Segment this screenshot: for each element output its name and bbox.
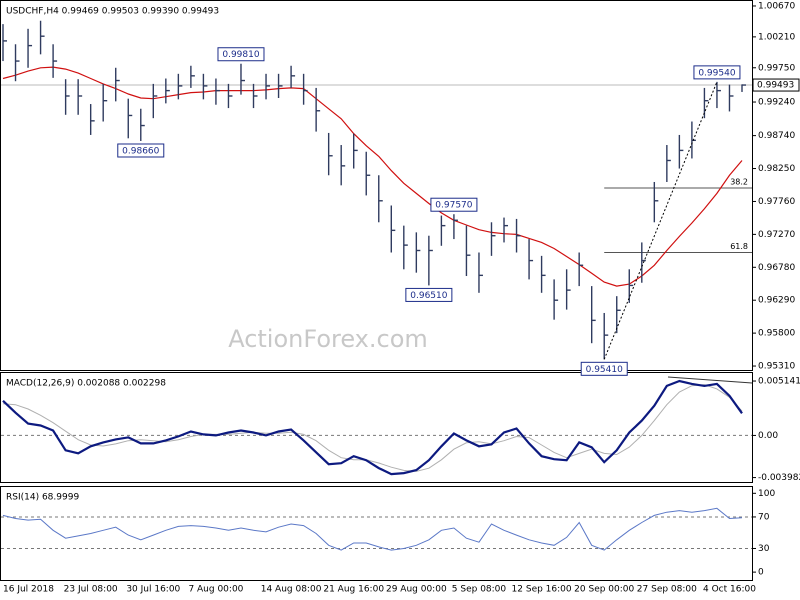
y-tick-label: 0.99240: [758, 98, 795, 108]
x-tick-label: 27 Sep 08:00: [637, 585, 697, 595]
y-tick-label: 0.97270: [758, 230, 795, 240]
y-tick-label: 1.00210: [758, 32, 795, 42]
annotation-label: 0.97570: [435, 201, 472, 211]
panel-title: MACD(12,26,9) 0.002088 0.002298: [6, 379, 166, 389]
annotation-label: 0.99540: [698, 68, 735, 78]
y-tick-label: 100: [758, 489, 775, 499]
x-tick-label: 29 Aug 00:00: [386, 585, 447, 595]
y-tick-label: 0.95310: [758, 362, 795, 372]
y-tick-label: 0.95800: [758, 329, 795, 339]
y-tick-label: -0.003982: [758, 473, 800, 483]
x-tick-label: 23 Jul 08:00: [64, 585, 118, 595]
y-tick-label: 0.96290: [758, 296, 795, 306]
annotation-label: 0.99810: [222, 50, 259, 60]
x-tick-label: 16 Jul 2018: [3, 585, 54, 595]
rsi-panel: [0, 486, 753, 581]
y-tick-label: 0.005141: [758, 377, 800, 387]
y-tick-label: 30: [758, 544, 770, 554]
trend-line: [603, 81, 718, 360]
divergence-line: [667, 376, 753, 384]
line: [2, 379, 743, 476]
annotation-label: 0.98660: [122, 146, 159, 156]
x-tick-label: 4 Oct 16:00: [703, 585, 756, 595]
last-price-label: 0.99493: [757, 81, 794, 91]
x-tick-label: 14 Aug 08:00: [261, 585, 322, 595]
annotation-box: [405, 287, 453, 302]
x-tick-label: 30 Jul 16:00: [126, 585, 180, 595]
y-tick-label: 0.97760: [758, 197, 795, 207]
annotation-box: [580, 361, 628, 376]
fib-label: 38.2: [730, 178, 748, 187]
y-tick-label: 0.96780: [758, 263, 795, 273]
annotation-box: [117, 143, 165, 158]
y-tick-label: 0.99750: [758, 63, 795, 73]
y-tick-label: 0.98250: [758, 164, 795, 174]
y-tick-label: 70: [758, 512, 770, 522]
y-tick-label: 0.00: [758, 431, 778, 441]
line: [2, 384, 743, 472]
x-tick-label: 20 Sep 00:00: [574, 585, 634, 595]
y-tick-label: 1.00670: [758, 1, 795, 11]
panel-title: RSI(14) 68.9999: [6, 493, 79, 503]
annotation-label: 0.96510: [410, 291, 447, 301]
line: [2, 66, 743, 287]
x-tick-label: 12 Sep 16:00: [512, 585, 572, 595]
annotation-label: 0.95410: [586, 365, 623, 375]
y-tick-label: 0: [758, 568, 764, 578]
y-tick-label: 0.98740: [758, 131, 795, 141]
annotation-box: [430, 197, 478, 212]
annotation-box: [217, 47, 265, 62]
last-price-box: [752, 78, 800, 92]
fib-label: 61.8: [730, 242, 748, 251]
price-panel: [0, 0, 753, 371]
macd-panel: [0, 372, 753, 483]
panel-title: USDCHF,H4 0.99469 0.99503 0.99390 0.9949…: [6, 7, 219, 17]
annotation-box: [693, 65, 741, 80]
watermark: ActionForex.com: [228, 325, 428, 353]
x-tick-label: 5 Sep 08:00: [452, 585, 507, 595]
x-tick-label: 7 Aug 00:00: [188, 585, 243, 595]
x-tick-label: 21 Aug 16:00: [323, 585, 384, 595]
line: [2, 507, 743, 551]
